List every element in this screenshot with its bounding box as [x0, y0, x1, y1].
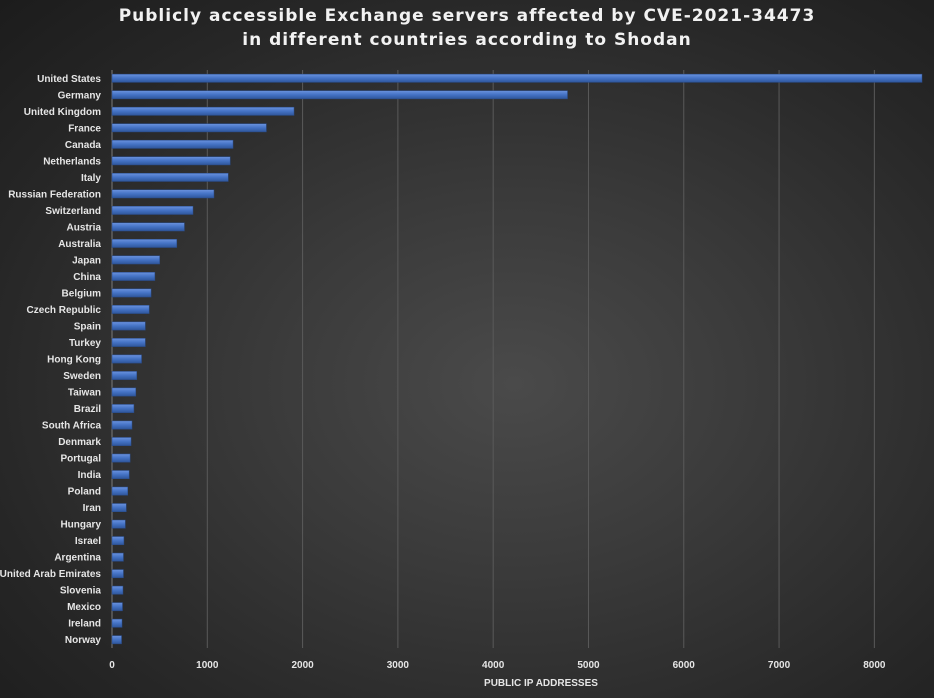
bar-sweden — [111, 371, 138, 380]
x-tick-labels: 0 1000 2000 3000 4000 5000 6000 7000 8000 — [109, 660, 886, 671]
category-label-denmark: Denmark — [58, 437, 101, 448]
category-label-spain: Spain — [74, 321, 101, 332]
bar-russian-federation — [111, 189, 215, 199]
bar-taiwan — [111, 387, 137, 397]
x-tick-label: 6000 — [673, 660, 696, 671]
bar-china — [111, 272, 156, 281]
bar-portugal — [111, 453, 131, 463]
bar-brazil — [111, 404, 135, 413]
bar-turkey — [111, 338, 146, 347]
bar-united-states — [111, 73, 923, 83]
bar-spain — [111, 321, 146, 331]
bar-united-arab-emirates — [111, 569, 124, 579]
category-label-japan: Japan — [72, 255, 101, 266]
bars — [111, 73, 923, 645]
category-label-austria: Austria — [67, 222, 102, 233]
category-label-poland: Poland — [68, 487, 101, 498]
bar-united-kingdom — [111, 106, 295, 116]
category-label-france: France — [68, 123, 101, 134]
category-label-united-arab-emirates: United Arab Emirates — [0, 569, 101, 580]
category-labels: United States Germany United Kingdom France… — [0, 74, 101, 646]
bar-norway — [111, 635, 122, 645]
category-label-iran: Iran — [83, 503, 101, 514]
category-label-slovenia: Slovenia — [60, 586, 102, 597]
category-label-brazil: Brazil — [74, 404, 101, 415]
category-label-australia: Australia — [58, 239, 101, 250]
category-label-italy: Italy — [81, 173, 101, 184]
x-axis-title: PUBLIC IP ADDRESSES — [484, 678, 598, 689]
bar-argentina — [111, 552, 124, 562]
x-tick-label: 7000 — [768, 660, 791, 671]
bar-slovenia — [111, 585, 124, 595]
bar-mexico — [111, 602, 123, 612]
category-label-switzerland: Switzerland — [45, 206, 101, 217]
bar-czech-republic — [111, 305, 150, 314]
category-label-russian-federation: Russian Federation — [8, 189, 101, 200]
category-label-taiwan: Taiwan — [68, 388, 101, 399]
category-label-china: China — [73, 272, 101, 283]
bar-france — [111, 123, 267, 133]
bar-belgium — [111, 288, 152, 298]
bar-hungary — [111, 519, 126, 529]
category-label-sweden: Sweden — [63, 371, 101, 382]
category-label-germany: Germany — [58, 90, 102, 101]
bar-netherlands — [111, 156, 231, 166]
bar-canada — [111, 139, 234, 149]
x-tick-label: 5000 — [577, 660, 600, 671]
chart-title-line-1: Publicly accessible Exchange servers aff… — [118, 6, 816, 26]
category-label-hong-kong: Hong Kong — [47, 355, 101, 366]
category-label-czech-republic: Czech Republic — [27, 305, 102, 316]
category-label-israel: Israel — [75, 536, 101, 547]
category-label-mexico: Mexico — [67, 602, 101, 613]
bar-japan — [111, 255, 160, 265]
x-tick-label: 4000 — [482, 660, 505, 671]
category-label-argentina: Argentina — [54, 553, 101, 564]
bar-germany — [111, 90, 568, 100]
bar-italy — [111, 172, 229, 182]
bar-iran — [111, 503, 127, 513]
bar-hong-kong — [111, 354, 142, 364]
bar-ireland — [111, 618, 123, 628]
x-tick-label: 0 — [109, 660, 115, 671]
category-label-portugal: Portugal — [60, 454, 101, 465]
category-label-ireland: Ireland — [68, 619, 101, 630]
x-tick-label: 2000 — [291, 660, 314, 671]
bar-austria — [111, 222, 185, 232]
x-tick-label: 8000 — [863, 660, 886, 671]
category-label-hungary: Hungary — [60, 520, 101, 531]
bar-switzerland — [111, 205, 194, 215]
bar-israel — [111, 536, 125, 546]
x-tick-label: 3000 — [387, 660, 410, 671]
category-label-south-africa: South Africa — [42, 421, 102, 432]
category-label-netherlands: Netherlands — [43, 156, 101, 167]
bar-denmark — [111, 437, 132, 446]
category-label-norway: Norway — [65, 635, 102, 646]
bar-south-africa — [111, 420, 133, 430]
bar-india — [111, 470, 130, 479]
category-label-canada: Canada — [65, 140, 102, 151]
category-label-india: India — [78, 470, 102, 481]
chart-title-line-2: in different countries according to Shod… — [242, 30, 692, 50]
category-label-turkey: Turkey — [69, 338, 101, 349]
category-label-belgium: Belgium — [62, 288, 102, 299]
chart-title: Publicly accessible Exchange servers aff… — [0, 4, 934, 52]
bar-australia — [111, 239, 178, 248]
x-tick-label: 1000 — [196, 660, 219, 671]
category-label-united-kingdom: United Kingdom — [24, 107, 101, 118]
bar-poland — [111, 486, 128, 496]
category-label-united-states: United States — [37, 74, 101, 85]
